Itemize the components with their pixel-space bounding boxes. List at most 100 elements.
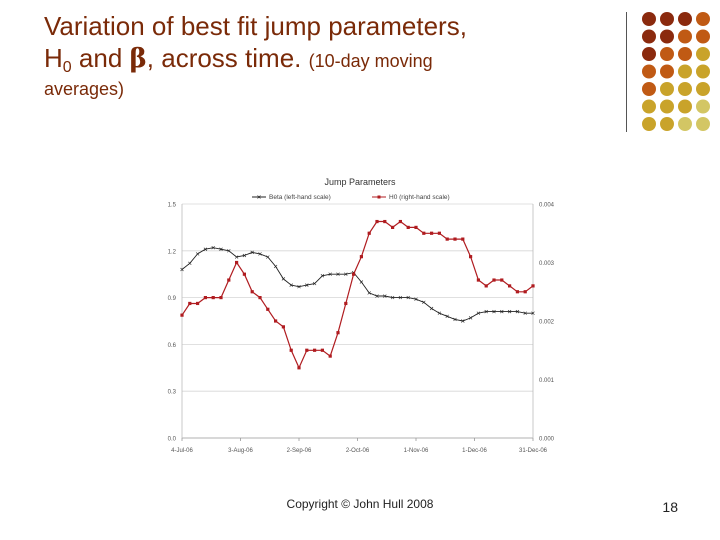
title-divider — [626, 12, 627, 132]
beta-point — [188, 261, 192, 265]
decor-dot — [660, 29, 674, 44]
h0-point — [430, 231, 434, 235]
h0-point — [196, 301, 200, 306]
beta-point — [219, 247, 223, 251]
beta-point — [250, 250, 254, 255]
decor-dot — [660, 117, 674, 131]
h0-point — [515, 290, 519, 294]
h0-point — [266, 307, 270, 311]
decor-dot — [642, 82, 656, 96]
beta-point — [398, 295, 403, 300]
y-left-tick-label: 0.3 — [168, 390, 177, 396]
h0-point — [289, 348, 293, 352]
slide-title: Variation of best fit jump parameters, H… — [44, 10, 614, 101]
decor-dot — [696, 12, 710, 26]
h0-point — [320, 348, 324, 352]
beta-point — [281, 277, 286, 281]
x-tick-label: 4-Jul-06 — [171, 448, 193, 454]
decor-dot — [660, 64, 674, 79]
h0-point — [352, 272, 356, 276]
title-note: (10-day moving — [308, 51, 433, 71]
beta-point — [531, 311, 535, 315]
beta-point — [227, 249, 231, 253]
y-right-tick-label: 0.001 — [539, 378, 555, 384]
decor-dot — [660, 82, 674, 96]
beta-point — [422, 300, 426, 304]
h0-point — [328, 354, 332, 358]
legend-marker — [377, 195, 381, 199]
decor-dot — [660, 12, 674, 26]
chart-background — [160, 170, 568, 466]
beta-point — [242, 253, 247, 258]
copyright-notice: Copyright © John Hull 2008 — [286, 497, 434, 511]
h0-point — [414, 225, 418, 229]
x-tick-label: 3-Aug-06 — [228, 448, 253, 454]
beta-point — [344, 272, 348, 276]
beta-point — [390, 295, 395, 300]
beta-point — [375, 294, 379, 298]
decor-dot — [678, 99, 692, 114]
beta-series-line — [181, 247, 533, 322]
y-right-tick-label: 0.002 — [539, 320, 555, 326]
h0-point — [391, 225, 395, 229]
title-subscript: 0 — [62, 59, 72, 76]
h0-point — [297, 366, 301, 370]
decor-dot — [642, 117, 656, 131]
decor-dot — [696, 99, 710, 114]
chart-axes: 0.0 0.3 0.6 0.9 1.2 1.5 0.000 0.001 0.002 0.003 0.… — [168, 203, 555, 455]
decor-dot — [678, 117, 692, 131]
h0-point — [375, 219, 379, 224]
decor-dot — [678, 82, 692, 96]
x-tick-label: 1-Dec-06 — [462, 448, 487, 454]
x-tick-label: 2-Sep-06 — [287, 448, 312, 454]
beta-point — [461, 319, 465, 323]
h0-point — [203, 296, 207, 300]
h0-point — [227, 278, 231, 282]
y-left-tick-label: 0.0 — [168, 437, 177, 443]
beta-point — [515, 309, 520, 314]
h0-point — [336, 331, 340, 335]
decor-dot — [660, 47, 674, 61]
y-left-tick-label: 1.5 — [168, 203, 177, 209]
beta-point — [429, 306, 434, 311]
x-tick-label: 2-Oct-06 — [346, 448, 370, 454]
beta-point — [180, 267, 184, 272]
h0-point — [235, 260, 239, 265]
decorative-dot-grid — [642, 12, 710, 131]
title-line1: Variation of best fit jump parameters, — [44, 11, 467, 41]
beta-point — [406, 295, 410, 300]
beta-point — [328, 272, 332, 276]
legend-label: Beta (left-hand scale) — [269, 194, 331, 201]
legend-label: H0 (right-hand scale) — [389, 194, 450, 201]
beta-point — [476, 311, 481, 315]
title-across: , across time. — [146, 43, 302, 73]
chart-legend: Beta (left-hand scale) H0 (right-hand sca… — [252, 194, 450, 201]
beta-point — [414, 297, 418, 301]
beta-point — [273, 264, 278, 269]
h0-point — [406, 225, 410, 229]
beta-point — [211, 245, 215, 250]
h0-point — [422, 231, 426, 235]
h0-point — [492, 278, 496, 282]
beta-point — [445, 314, 449, 319]
beta-point — [437, 311, 442, 315]
x-tick-label: 31-Dec-06 — [519, 448, 548, 454]
y-left-tick-label: 0.9 — [168, 296, 177, 302]
h0-point — [188, 301, 192, 306]
h0-point — [383, 219, 387, 224]
h0-point — [398, 219, 402, 224]
h0-point — [500, 278, 504, 282]
beta-point — [234, 255, 239, 259]
beta-point — [367, 291, 371, 295]
chart-series — [180, 219, 535, 370]
decor-dot — [642, 29, 656, 44]
beta-point — [305, 283, 309, 287]
beta-point — [492, 309, 496, 314]
h0-point — [476, 278, 480, 282]
decor-dot — [642, 12, 656, 26]
beta-point — [266, 255, 270, 259]
h0-point — [274, 319, 278, 323]
beta-point — [507, 309, 512, 314]
beta-point — [453, 317, 457, 322]
decor-dot — [678, 12, 692, 26]
